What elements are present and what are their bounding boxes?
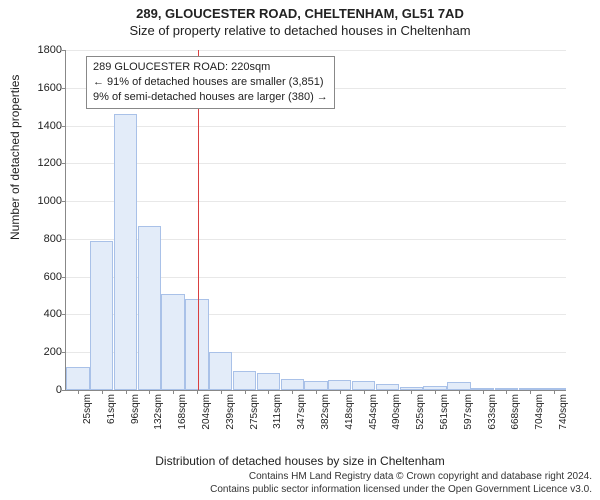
y-gridline <box>66 50 566 51</box>
x-tick-label: 740sqm <box>558 394 569 430</box>
y-tick-mark <box>62 126 66 127</box>
x-tick-mark <box>102 390 103 394</box>
histogram-bar <box>304 381 327 390</box>
x-tick-label: 25sqm <box>82 394 93 424</box>
x-tick-mark <box>340 390 341 394</box>
y-gridline <box>66 163 566 164</box>
x-tick-label: 418sqm <box>344 394 355 430</box>
y-tick-label: 600 <box>22 271 62 283</box>
x-tick-label: 668sqm <box>510 394 521 430</box>
x-axis-label: Distribution of detached houses by size … <box>0 454 600 468</box>
x-tick-mark <box>459 390 460 394</box>
x-tick-mark <box>245 390 246 394</box>
info-box-line3: 9% of semi-detached houses are larger (3… <box>93 90 328 105</box>
x-tick-mark <box>387 390 388 394</box>
histogram-bar <box>447 382 470 390</box>
x-tick-mark <box>554 390 555 394</box>
x-tick-mark <box>483 390 484 394</box>
x-tick-mark <box>364 390 365 394</box>
y-tick-mark <box>62 50 66 51</box>
y-tick-label: 1000 <box>22 195 62 207</box>
y-tick-label: 200 <box>22 346 62 358</box>
x-tick-label: 525sqm <box>415 394 426 430</box>
chart-title-block: 289, GLOUCESTER ROAD, CHELTENHAM, GL51 7… <box>0 0 600 38</box>
y-tick-label: 1800 <box>22 44 62 56</box>
histogram-bar <box>233 371 256 390</box>
footer-credits: Contains HM Land Registry data © Crown c… <box>210 470 592 496</box>
y-gridline <box>66 126 566 127</box>
x-tick-mark <box>292 390 293 394</box>
x-tick-label: 132sqm <box>153 394 164 430</box>
x-tick-label: 633sqm <box>487 394 498 430</box>
x-tick-label: 382sqm <box>320 394 331 430</box>
y-tick-label: 1600 <box>22 82 62 94</box>
x-tick-label: 454sqm <box>368 394 379 430</box>
x-tick-mark <box>197 390 198 394</box>
y-tick-mark <box>62 390 66 391</box>
y-tick-mark <box>62 277 66 278</box>
y-tick-label: 1400 <box>22 120 62 132</box>
y-tick-label: 0 <box>22 384 62 396</box>
plot-region: 02004006008001000120014001600180025sqm61… <box>65 50 566 391</box>
chart-title-line2: Size of property relative to detached ho… <box>0 23 600 38</box>
histogram-bar <box>281 379 304 390</box>
histogram-bar <box>352 381 375 390</box>
histogram-bar <box>90 241 113 390</box>
info-box-line2: ← 91% of detached houses are smaller (3,… <box>93 75 328 90</box>
y-tick-mark <box>62 163 66 164</box>
y-tick-mark <box>62 201 66 202</box>
x-tick-label: 490sqm <box>391 394 402 430</box>
x-tick-mark <box>530 390 531 394</box>
footer-line2: Contains public sector information licen… <box>210 483 592 496</box>
histogram-bar <box>328 380 351 390</box>
y-tick-label: 1200 <box>22 157 62 169</box>
x-tick-label: 239sqm <box>225 394 236 430</box>
y-axis-label: Number of detached properties <box>8 75 22 240</box>
y-tick-mark <box>62 239 66 240</box>
chart-area: 02004006008001000120014001600180025sqm61… <box>65 50 565 430</box>
x-tick-mark <box>173 390 174 394</box>
x-tick-mark <box>149 390 150 394</box>
histogram-bar <box>257 373 280 390</box>
x-tick-mark <box>411 390 412 394</box>
y-tick-mark <box>62 314 66 315</box>
info-box-line1: 289 GLOUCESTER ROAD: 220sqm <box>93 60 328 75</box>
info-box: 289 GLOUCESTER ROAD: 220sqm ← 91% of det… <box>86 56 335 109</box>
y-tick-mark <box>62 88 66 89</box>
x-tick-label: 597sqm <box>463 394 474 430</box>
y-tick-label: 400 <box>22 308 62 320</box>
histogram-bar <box>66 367 89 390</box>
x-tick-label: 275sqm <box>249 394 260 430</box>
x-tick-label: 168sqm <box>177 394 188 430</box>
x-tick-mark <box>506 390 507 394</box>
x-tick-label: 561sqm <box>439 394 450 430</box>
x-tick-label: 704sqm <box>534 394 545 430</box>
chart-title-line1: 289, GLOUCESTER ROAD, CHELTENHAM, GL51 7… <box>0 6 600 21</box>
x-tick-label: 347sqm <box>296 394 307 430</box>
histogram-bar <box>185 299 208 390</box>
histogram-bar <box>161 294 184 390</box>
y-tick-mark <box>62 352 66 353</box>
y-tick-label: 800 <box>22 233 62 245</box>
x-tick-mark <box>126 390 127 394</box>
histogram-bar <box>209 352 232 390</box>
x-tick-label: 61sqm <box>106 394 117 424</box>
y-gridline <box>66 201 566 202</box>
histogram-bar <box>138 226 161 390</box>
x-tick-mark <box>78 390 79 394</box>
x-tick-mark <box>221 390 222 394</box>
x-tick-label: 311sqm <box>272 394 283 429</box>
x-tick-label: 204sqm <box>201 394 212 430</box>
x-tick-label: 96sqm <box>130 394 141 424</box>
x-tick-mark <box>268 390 269 394</box>
histogram-bar <box>114 114 137 390</box>
x-tick-mark <box>316 390 317 394</box>
footer-line1: Contains HM Land Registry data © Crown c… <box>210 470 592 483</box>
x-tick-mark <box>435 390 436 394</box>
